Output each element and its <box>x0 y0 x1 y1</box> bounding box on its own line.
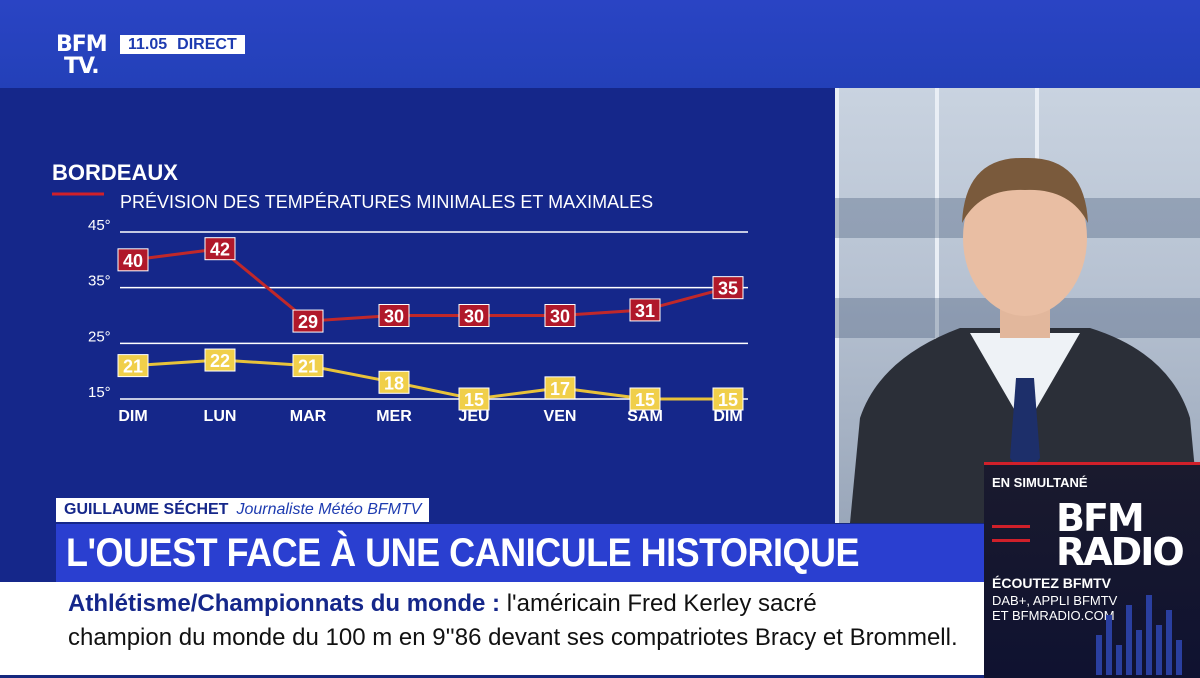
window-frame <box>935 88 1039 523</box>
data-label-1: 31 <box>635 301 655 321</box>
temperature-chart: BORDEAUX PRÉVISION DES TEMPÉRATURES MINI… <box>52 160 748 425</box>
data-label-1: 40 <box>123 251 143 271</box>
clock-badge: 11.05 DIRECT <box>120 35 245 54</box>
data-label-2: 15 <box>718 390 738 410</box>
data-point-1 <box>629 298 661 322</box>
data-point-2 <box>117 354 149 378</box>
ticker-line-2: champion du monde du 100 m en 9''86 deva… <box>68 624 958 651</box>
y-tick-label: 25° <box>88 328 111 345</box>
data-label-2: 15 <box>464 390 484 410</box>
x-tick-label: MAR <box>290 408 327 425</box>
data-point-2 <box>544 376 576 400</box>
presenter-nameplate: GUILLAUME SÉCHET Journaliste Météo BFMTV <box>56 498 430 522</box>
ticker-text-1: l'américain Fred Kerley sacré <box>506 590 817 617</box>
data-point-1 <box>458 304 490 327</box>
ticker-topic: Athlétisme/Championnats du monde <box>68 590 486 617</box>
data-label-1: 30 <box>550 307 570 327</box>
y-tick-label: 15° <box>88 384 111 401</box>
listen-label: ÉCOUTEZ BFMTV <box>992 575 1111 591</box>
x-tick-label: DIM <box>118 408 147 425</box>
data-label-2: 18 <box>384 373 404 393</box>
logo-line-1: BFM <box>56 32 108 57</box>
y-tick-label: 45° <box>88 217 111 234</box>
live-label: DIRECT <box>177 35 237 53</box>
ticker-line-1: Athlétisme/Championnats du monde : l'amé… <box>68 590 817 618</box>
x-tick-label: JEU <box>458 408 489 425</box>
data-point-1 <box>544 304 576 327</box>
data-point-1 <box>712 276 744 300</box>
data-label-1: 30 <box>464 307 484 327</box>
bfmtv-logo: BFM TV. <box>56 32 108 79</box>
data-point-2 <box>458 387 490 411</box>
labels-layer: 40 42 29 30 30 30 31 35 21 22 21 18 15 17 15 15 <box>117 237 744 411</box>
simulcast-label: EN SIMULTANÉ <box>992 475 1088 490</box>
headline-banner: L'OUEST FACE À UNE CANICULE HISTORIQUE <box>56 524 984 582</box>
data-point-2 <box>378 370 410 394</box>
data-label-2: 15 <box>635 390 655 410</box>
top-bar: BFM TV. 11.05 DIRECT <box>0 0 1200 88</box>
radio-promo: EN SIMULTANÉ BFM RADIO ÉCOUTEZ BFMTV DAB… <box>984 462 1200 678</box>
equalizer-icon <box>1096 595 1182 675</box>
window-frame <box>835 88 939 523</box>
studio-camera <box>835 88 1200 523</box>
radio-logo-line-2: RADIO <box>1056 530 1185 574</box>
headline-text: L'OUEST FACE À UNE CANICULE HISTORIQUE <box>66 529 859 575</box>
data-point-2 <box>712 387 744 411</box>
ticker-separator: : <box>492 590 501 617</box>
data-point-1 <box>292 309 324 333</box>
red-accent <box>992 525 1030 528</box>
data-label-1: 30 <box>384 307 404 327</box>
x-tick-label: VEN <box>544 408 577 425</box>
data-point-2 <box>204 348 236 372</box>
chart-title: BORDEAUX <box>52 160 178 185</box>
chart-subtitle: PRÉVISION DES TEMPÉRATURES MINIMALES ET … <box>120 192 653 212</box>
news-ticker: Athlétisme/Championnats du monde : l'amé… <box>0 582 984 675</box>
dab-label: DAB+, APPLI BFMTV <box>992 593 1118 608</box>
logo-line-2: TV. <box>64 54 100 79</box>
data-point-1 <box>378 304 410 327</box>
data-label-2: 22 <box>210 351 230 371</box>
data-point-1 <box>204 237 236 261</box>
x-tick-label: DIM <box>713 408 742 425</box>
data-point-2 <box>292 354 324 378</box>
radio-platforms: DAB+, APPLI BFMTV ET BFMRADIO.COM <box>992 593 1117 623</box>
data-label-2: 17 <box>550 379 570 399</box>
x-tick-label: MER <box>376 408 412 425</box>
data-label-2: 21 <box>123 357 143 377</box>
series-layer <box>132 247 729 401</box>
data-label-1: 29 <box>298 312 318 332</box>
data-label-1: 42 <box>210 240 230 260</box>
data-label-1: 35 <box>718 279 738 299</box>
presenter-name: GUILLAUME SÉCHET <box>64 501 229 518</box>
data-point-2 <box>629 387 661 411</box>
bfm-radio-logo: BFM RADIO <box>1056 499 1185 571</box>
x-tick-label: LUN <box>204 408 237 425</box>
radio-logo-line-1: BFM <box>1056 496 1145 540</box>
data-point-1 <box>117 248 149 272</box>
site-label: ET BFMRADIO.COM <box>992 608 1115 623</box>
presenter-role: Journaliste Météo BFMTV <box>236 501 422 518</box>
red-accent <box>992 539 1030 542</box>
y-tick-label: 35° <box>88 273 111 290</box>
x-tick-label: SAM <box>627 408 663 425</box>
clock-time: 11.05 <box>128 35 168 53</box>
data-label-2: 21 <box>298 357 318 377</box>
